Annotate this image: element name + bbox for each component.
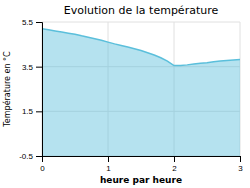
tick-label: 1.5 xyxy=(22,107,34,116)
title: Evolution de la température xyxy=(64,4,219,17)
tick-mark xyxy=(108,156,109,162)
tick: 2 xyxy=(172,156,177,173)
tick-label: 0 xyxy=(40,164,45,173)
tick-label: 2 xyxy=(172,164,177,173)
grid xyxy=(42,22,240,156)
tick-label: 1 xyxy=(106,164,111,173)
tick-mark xyxy=(36,111,42,112)
plot: 0 1 2 3 -0.5 1.5 3.5 5.5 xyxy=(19,18,243,173)
tick: 5.5 xyxy=(22,18,42,27)
tick-mark xyxy=(36,156,42,157)
tick: 1.5 xyxy=(22,107,42,116)
tick: 1 xyxy=(106,156,111,173)
tick-label: 3 xyxy=(238,164,243,173)
x-axis: 0 1 2 3 xyxy=(40,156,243,173)
grid-line xyxy=(42,22,240,23)
tick-mark xyxy=(36,67,42,68)
axis-line xyxy=(36,23,43,157)
tick-mark xyxy=(240,156,241,162)
tick-label: 5.5 xyxy=(22,18,34,27)
tick: 3.5 xyxy=(22,63,42,72)
tick-label: 3.5 xyxy=(22,63,34,72)
y-axis: -0.5 1.5 3.5 5.5 xyxy=(19,18,42,161)
tick: -0.5 xyxy=(19,152,42,161)
tick-mark xyxy=(174,156,175,162)
x-axis-title: heure par heure xyxy=(100,175,182,185)
tick: 0 xyxy=(40,156,45,173)
series xyxy=(42,29,240,156)
axis-line xyxy=(43,157,241,163)
tick-mark xyxy=(36,22,42,23)
line xyxy=(42,29,240,66)
chart: 0 1 2 3 -0.5 1.5 3.5 5.5 Evolution de la tempéra… xyxy=(0,0,250,188)
tick-label: -0.5 xyxy=(19,152,33,161)
area xyxy=(42,29,240,156)
y-axis-title: Température en °C xyxy=(2,51,12,128)
tick: 3 xyxy=(238,156,243,173)
